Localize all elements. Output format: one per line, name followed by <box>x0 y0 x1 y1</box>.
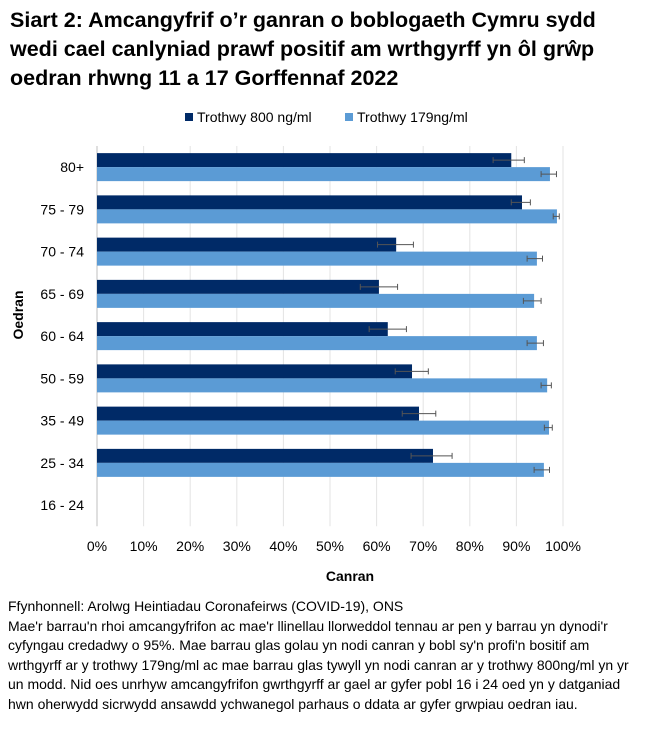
bar <box>97 237 397 252</box>
bar <box>97 336 537 351</box>
bar <box>97 448 433 463</box>
bar <box>97 279 379 294</box>
x-tick-label: 0% <box>87 538 107 554</box>
y-tick-label: 65 - 69 <box>40 286 84 302</box>
x-tick-label: 10% <box>130 538 158 554</box>
y-tick-label: 75 - 79 <box>40 201 84 217</box>
x-tick-label: 20% <box>176 538 204 554</box>
x-axis-label: Canran <box>326 568 374 584</box>
bar <box>97 364 413 379</box>
y-axis-label: Oedran <box>10 290 26 339</box>
chart-title: Siart 2: Amcangyfrif o’r ganran o boblog… <box>10 8 596 90</box>
legend-label: Trothwy 800 ng/ml <box>197 109 312 125</box>
note-text: Mae'r barrau'n rhoi amcangyfrifon ac mae… <box>8 617 629 712</box>
bar <box>97 209 557 224</box>
x-tick-label: 70% <box>409 538 437 554</box>
bar <box>97 406 420 421</box>
legend-swatch <box>345 113 353 121</box>
legend-label: Trothwy 179ng/ml <box>357 109 468 125</box>
bar <box>97 420 550 435</box>
y-tick-label: 60 - 64 <box>40 328 84 344</box>
y-tick-label: 80+ <box>60 159 84 175</box>
x-tick-label: 100% <box>545 538 581 554</box>
x-tick-label: 40% <box>269 538 297 554</box>
bar <box>97 322 388 337</box>
bar <box>97 462 544 477</box>
y-tick-label: 35 - 49 <box>40 413 84 429</box>
bar <box>97 195 522 210</box>
bar <box>97 378 548 393</box>
x-tick-label: 80% <box>456 538 484 554</box>
x-tick-label: 50% <box>316 538 344 554</box>
footnote: Ffynhonnell: Arolwg Heintiadau Coronafei… <box>8 597 643 714</box>
bar <box>97 167 550 182</box>
source-text: Ffynhonnell: Arolwg Heintiadau Coronafei… <box>8 598 404 614</box>
bar-chart: 0% 10% 20% 30% 40% 50% 60% 70% 80% 90% 100% 80+ 75 -… <box>10 109 581 584</box>
x-tick-label: 90% <box>502 538 530 554</box>
legend-swatch <box>185 113 193 121</box>
x-tick-label: 30% <box>223 538 251 554</box>
x-tick-label: 60% <box>363 538 391 554</box>
bar <box>97 251 537 266</box>
y-tick-label: 70 - 74 <box>40 244 84 260</box>
bar <box>97 153 512 168</box>
y-tick-label: 25 - 34 <box>40 455 84 471</box>
y-tick-label: 16 - 24 <box>40 497 84 513</box>
bar <box>97 293 535 308</box>
y-tick-label: 50 - 59 <box>40 370 84 386</box>
